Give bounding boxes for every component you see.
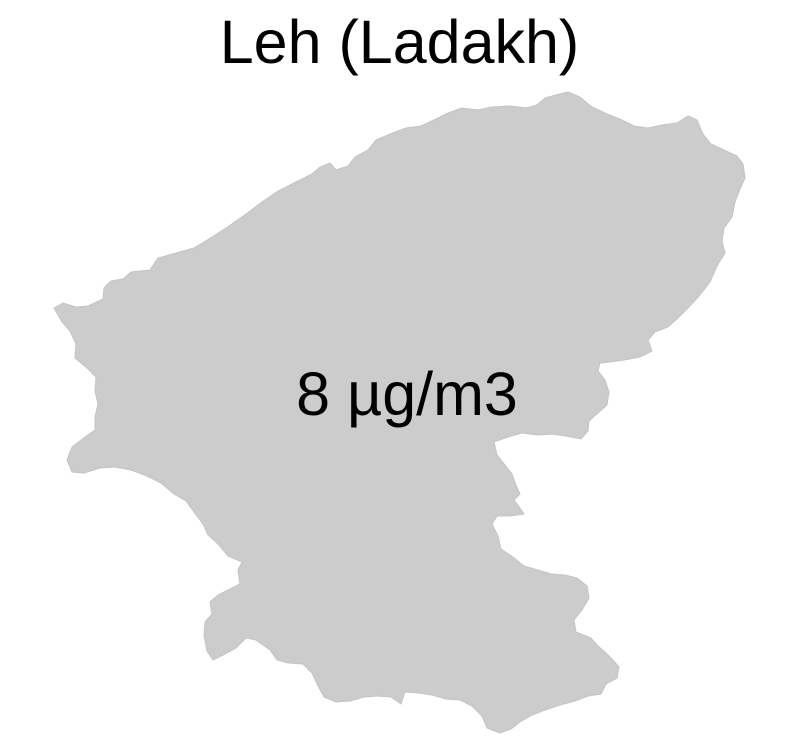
map-title: Leh (Ladakh)	[219, 8, 580, 76]
leh-district-region	[53, 91, 746, 734]
region-value-label: 8 µg/m3	[296, 360, 518, 428]
